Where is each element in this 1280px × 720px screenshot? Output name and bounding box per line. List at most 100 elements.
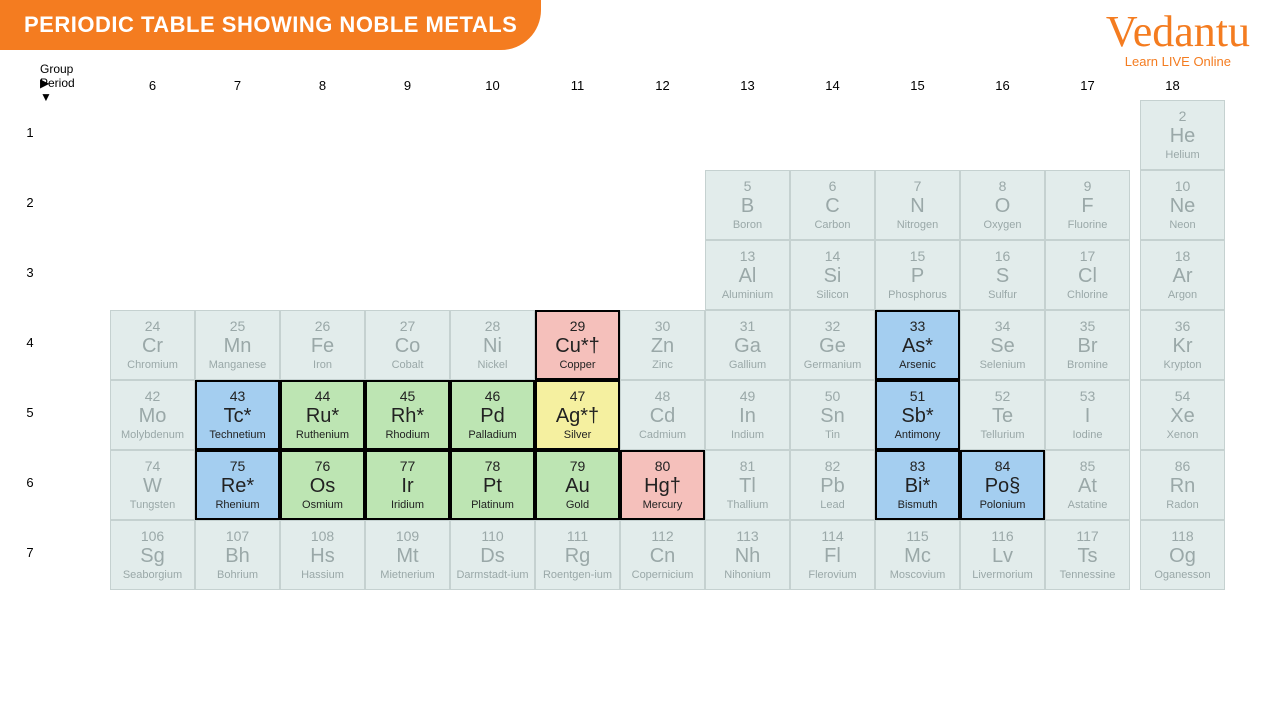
group-header: 15 <box>875 78 960 93</box>
element-symbol: Rg <box>565 545 591 568</box>
atomic-number: 31 <box>740 318 756 334</box>
element-symbol: Hg† <box>644 475 681 498</box>
atomic-number: 45 <box>400 388 416 404</box>
atomic-number: 79 <box>570 458 586 474</box>
element-symbol: Cr <box>142 335 163 358</box>
element-cell-mn: 25MnManganese <box>195 310 280 380</box>
element-cell-pd: 46PdPalladium <box>450 380 535 450</box>
atomic-number: 86 <box>1175 458 1191 474</box>
group-header: 14 <box>790 78 875 93</box>
element-symbol: Ar <box>1173 265 1193 288</box>
element-name: Chromium <box>127 359 178 372</box>
element-name: Zinc <box>652 359 673 372</box>
page-title: PERIODIC TABLE SHOWING NOBLE METALS <box>24 12 517 37</box>
atomic-number: 8 <box>999 178 1007 194</box>
element-cell-at: 85AtAstatine <box>1045 450 1130 520</box>
element-symbol: Nh <box>735 545 761 568</box>
atomic-number: 80 <box>655 458 671 474</box>
element-name: Bohrium <box>217 569 258 582</box>
element-name: Iridium <box>391 499 424 512</box>
element-name: Mercury <box>643 499 683 512</box>
element-name: Helium <box>1165 149 1199 162</box>
element-symbol: Ru* <box>306 405 339 428</box>
element-symbol: Ts <box>1078 545 1098 568</box>
element-cell-pt: 78PtPlatinum <box>450 450 535 520</box>
atomic-number: 74 <box>145 458 161 474</box>
element-cell-tc: 43Tc*Technetium <box>195 380 280 450</box>
atomic-number: 85 <box>1080 458 1096 474</box>
element-symbol: Fe <box>311 335 334 358</box>
element-symbol: Bi* <box>905 475 931 498</box>
element-symbol: Cn <box>650 545 676 568</box>
element-name: Tennessine <box>1060 569 1116 582</box>
atomic-number: 108 <box>311 528 334 544</box>
element-cell-o: 8OOxygen <box>960 170 1045 240</box>
element-cell-fe: 26FeIron <box>280 310 365 380</box>
element-symbol: Mo <box>139 405 167 428</box>
element-symbol: As* <box>902 335 933 358</box>
group-header: 11 <box>535 78 620 93</box>
atomic-number: 113 <box>736 528 758 544</box>
element-cell-mt: 109MtMietnerium <box>365 520 450 590</box>
atomic-number: 50 <box>825 388 841 404</box>
element-symbol: Sg <box>140 545 164 568</box>
element-name: Roentgen-ium <box>543 569 612 582</box>
element-symbol: Rh* <box>391 405 424 428</box>
element-symbol: Ga <box>734 335 761 358</box>
element-symbol: Hs <box>310 545 334 568</box>
element-name: Carbon <box>814 219 850 232</box>
element-cell-as: 33As*Arsenic <box>875 310 960 380</box>
element-cell-ag: 47Ag*†Silver <box>535 380 620 450</box>
period-header: 5 <box>10 405 50 420</box>
atomic-number: 106 <box>141 528 164 544</box>
element-name: Copper <box>559 359 595 372</box>
atomic-number: 28 <box>485 318 501 334</box>
atomic-number: 43 <box>230 388 246 404</box>
element-cell-b: 5BBoron <box>705 170 790 240</box>
element-cell-ge: 32GeGermanium <box>790 310 875 380</box>
atomic-number: 117 <box>1076 528 1098 544</box>
element-symbol: In <box>739 405 756 428</box>
element-cell-ds: 110DsDarmstadt-ium <box>450 520 535 590</box>
element-cell-sn: 50SnTin <box>790 380 875 450</box>
element-symbol: Kr <box>1173 335 1193 358</box>
element-symbol: W <box>143 475 162 498</box>
element-name: Rhodium <box>385 429 429 442</box>
element-name: Boron <box>733 219 762 232</box>
element-cell-cl: 17ClChlorine <box>1045 240 1130 310</box>
atomic-number: 32 <box>825 318 841 334</box>
element-name: Molybdenum <box>121 429 184 442</box>
element-symbol: Ne <box>1170 195 1196 218</box>
element-cell-he: 2HeHelium <box>1140 100 1225 170</box>
element-symbol: I <box>1085 405 1091 428</box>
atomic-number: 118 <box>1171 528 1193 544</box>
element-cell-tl: 81TlThallium <box>705 450 790 520</box>
element-name: Selenium <box>980 359 1026 372</box>
element-cell-al: 13AlAluminium <box>705 240 790 310</box>
element-name: Darmstadt-ium <box>456 569 528 582</box>
element-cell-rh: 45Rh*Rhodium <box>365 380 450 450</box>
element-cell-pb: 82PbLead <box>790 450 875 520</box>
element-name: Platinum <box>471 499 514 512</box>
element-name: Palladium <box>468 429 516 442</box>
element-symbol: Cl <box>1078 265 1097 288</box>
element-cell-xe: 54XeXenon <box>1140 380 1225 450</box>
element-symbol: Rn <box>1170 475 1196 498</box>
atomic-number: 114 <box>821 528 843 544</box>
group-header: 7 <box>195 78 280 93</box>
element-cell-zn: 30ZnZinc <box>620 310 705 380</box>
element-name: Cadmium <box>639 429 686 442</box>
element-symbol: F <box>1081 195 1093 218</box>
element-symbol: Tc* <box>224 405 252 428</box>
group-header: 12 <box>620 78 705 93</box>
atomic-number: 83 <box>910 458 926 474</box>
element-symbol: Ge <box>819 335 846 358</box>
element-symbol: Mn <box>224 335 252 358</box>
group-header: 13 <box>705 78 790 93</box>
element-name: Chlorine <box>1067 289 1108 302</box>
element-cell-ru: 44Ru*Ruthenium <box>280 380 365 450</box>
atomic-number: 30 <box>655 318 671 334</box>
element-cell-ir: 77IrIridium <box>365 450 450 520</box>
atomic-number: 107 <box>226 528 249 544</box>
atomic-number: 82 <box>825 458 841 474</box>
